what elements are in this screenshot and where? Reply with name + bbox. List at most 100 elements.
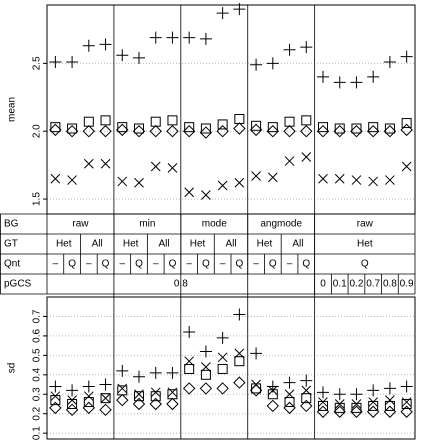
y-tick-label: 0.7 [32,309,43,323]
marker [284,397,295,408]
marker [334,123,345,134]
marker [300,41,313,54]
marker [217,363,228,374]
marker [183,31,196,44]
cell-label: Q [202,259,210,270]
marker [351,402,362,413]
marker [383,405,397,418]
marker [149,397,162,411]
marker [216,125,229,138]
marker [267,389,278,400]
cell-label: All [159,239,170,250]
cell-label: Het [357,239,373,250]
marker [333,125,346,138]
cell-label: Q [169,259,177,270]
marker [182,382,196,395]
marker [182,125,196,138]
marker [83,158,94,169]
marker [150,116,161,127]
cell-label: – [153,259,159,270]
marker [233,308,246,321]
marker [116,393,129,407]
cell-label: Het [257,239,273,250]
marker [150,387,161,398]
marker [99,38,112,51]
cell-label: Q [269,259,277,270]
cell-label: – [119,259,125,270]
marker [132,397,146,411]
marker [199,126,213,139]
marker [317,386,329,399]
cell-label: 0.8 [383,279,397,290]
marker [100,393,111,404]
marker [117,176,128,187]
marker [251,171,261,181]
marker [134,123,144,134]
marker [167,115,178,126]
marker [234,177,245,188]
marker [132,125,146,138]
marker [351,175,362,185]
marker [333,405,346,418]
marker [367,70,380,83]
plot-frame [46,4,416,215]
marker [117,122,128,133]
marker [199,382,213,395]
cell-label: Q [68,259,76,270]
marker [166,397,179,411]
marker [67,123,78,134]
marker [401,118,412,129]
marker [383,125,397,138]
y-tick-label: 0.6 [32,329,43,343]
marker [66,384,79,397]
row-label: pGCS [4,279,32,290]
cell-label: – [220,259,226,270]
marker [149,125,162,138]
marker [49,380,62,393]
marker [201,190,211,200]
marker [266,399,280,413]
marker [283,43,296,56]
marker [401,398,412,409]
marker [317,70,329,83]
marker [50,395,61,406]
marker [65,125,79,138]
y-tick-label: 0.5 [32,348,43,362]
marker [300,374,313,387]
marker [83,397,94,408]
marker [116,364,129,377]
marker [334,402,345,413]
marker [284,116,295,127]
marker [351,399,362,409]
marker [167,163,178,173]
marker [67,395,77,405]
marker [234,114,245,124]
row-label: GT [4,239,18,250]
cell-label: All [292,239,303,250]
marker [216,331,229,344]
marker [300,125,313,138]
marker [66,56,79,68]
cell-label: raw [357,219,374,230]
marker [401,161,412,172]
marker [350,125,363,138]
cell-label: 0.9 [400,279,414,290]
cell-label: 0.2 [350,279,364,290]
cell-label: Q [302,259,310,270]
marker [400,405,413,418]
marker [216,7,229,20]
marker [150,161,161,172]
y-tick-label: 2.0 [32,124,43,138]
marker [333,388,346,401]
cell-label: 0.1 [333,279,347,290]
marker [184,122,195,133]
cell-label: 0.7 [366,279,380,290]
marker [318,400,328,411]
marker [250,58,263,71]
marker [166,31,179,44]
marker [318,397,328,407]
marker [333,76,346,89]
marker [82,125,96,138]
marker [50,122,61,133]
